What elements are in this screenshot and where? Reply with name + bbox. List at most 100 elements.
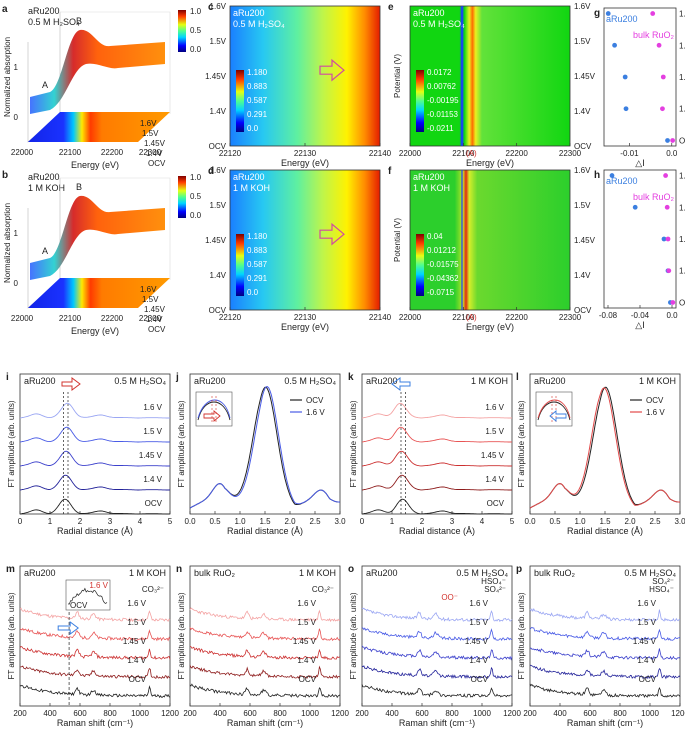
series-label: 1.4 V bbox=[469, 656, 488, 665]
x-tick-label: 4 bbox=[480, 517, 485, 526]
x-tick-label: 0.0 bbox=[666, 311, 678, 320]
legend-label: OCV bbox=[646, 396, 664, 405]
y-tick-label: OCV bbox=[209, 142, 227, 151]
x-tick-label: 1000 bbox=[131, 709, 149, 718]
x-tick-label: 22100 bbox=[59, 148, 82, 157]
y-tick-label: 1.6V bbox=[679, 172, 685, 181]
colorbar-tick-label: 0.0172 bbox=[427, 68, 452, 77]
x-tick-label: 22000 bbox=[11, 148, 34, 157]
sample-label: bulk RuO₂ bbox=[194, 568, 236, 578]
x-tick-label: 800 bbox=[103, 709, 117, 718]
x-tick-label: 600 bbox=[73, 709, 87, 718]
panel-letter: b bbox=[2, 170, 8, 181]
heatmap-field bbox=[410, 170, 570, 310]
sample-label: aRu200 bbox=[28, 6, 60, 16]
series-label: 1.45 V bbox=[633, 637, 657, 646]
x-tick-label: 1000 bbox=[301, 709, 319, 718]
sample-label: bulk RuO₂ bbox=[534, 568, 576, 578]
sample-label: aRu200 bbox=[366, 568, 398, 578]
colorbar bbox=[178, 10, 186, 52]
x-tick-label: 0.0 bbox=[184, 517, 196, 526]
series-line bbox=[19, 684, 171, 699]
x-tick-label: 1.5 bbox=[259, 517, 271, 526]
y-tick-label: 1.45V bbox=[574, 72, 596, 81]
series-label: 1.6 V bbox=[297, 599, 316, 608]
x-tick-label: 1.5 bbox=[599, 517, 611, 526]
x-tick-label: 3.0 bbox=[334, 517, 346, 526]
panel-m: m FT amplitude (arb. units) 200 400 600 800 10… bbox=[6, 564, 179, 728]
plot-frame bbox=[189, 565, 341, 707]
x-tick-label: 22130 bbox=[294, 149, 317, 158]
heatmap-field bbox=[410, 6, 570, 146]
colorbar-tick-label: -0.01153 bbox=[427, 110, 459, 119]
sample-label: aRu200 bbox=[194, 376, 226, 386]
x-axis-label: △I bbox=[635, 320, 644, 330]
marker-label: (A) bbox=[466, 149, 477, 158]
sample-label: aRu200 bbox=[413, 8, 445, 18]
plot-frame bbox=[603, 7, 677, 147]
data-point bbox=[664, 204, 670, 210]
x-axis-label: Raman shift (cm⁻¹) bbox=[567, 718, 643, 728]
band-annotation: HSO₄⁻ bbox=[649, 585, 674, 594]
panel-letter: c bbox=[208, 2, 214, 13]
series-line bbox=[529, 387, 681, 509]
x-tick-label: 600 bbox=[583, 709, 597, 718]
x-tick-label: 200 bbox=[13, 709, 27, 718]
x-tick-label: 800 bbox=[613, 709, 627, 718]
marker-A: A bbox=[42, 246, 48, 256]
data-point bbox=[622, 74, 628, 80]
series-line bbox=[529, 626, 681, 641]
data-point bbox=[670, 138, 676, 143]
panel-g: g 1.6V 1.5V 1.45V 1.4V OCV -0.01 0.0 △I aRu200 bul… bbox=[594, 7, 685, 168]
sample-label: aRu200 bbox=[24, 376, 56, 386]
shift-arrow bbox=[57, 621, 80, 635]
panel-p: p FT amplitude (arb. units) 200 400 600 800 10… bbox=[516, 564, 685, 728]
plot-frame bbox=[361, 373, 513, 515]
series-line bbox=[361, 607, 513, 623]
legend-aRu200: aRu200 bbox=[606, 176, 638, 186]
plot-frame bbox=[19, 565, 171, 707]
band-annotation: OO⁻ bbox=[441, 593, 458, 602]
band-annotation: CO₃²⁻ bbox=[142, 585, 164, 594]
colorbar-tick-label: 0.0 bbox=[247, 288, 259, 297]
colorbar-tick-label: 0.00762 bbox=[427, 82, 456, 91]
panel-f: f 1.6V 1.5V 1.45V 1.4V OCV Potential (V) 22000 2… bbox=[388, 166, 596, 332]
marker-A: A bbox=[42, 80, 48, 90]
electrolyte-label: 1 M KOH bbox=[129, 568, 166, 578]
legend-aRu200: aRu200 bbox=[606, 14, 638, 24]
x-tick-label: 400 bbox=[553, 709, 567, 718]
x-tick-label: 22100 bbox=[452, 313, 475, 322]
series-line bbox=[19, 474, 171, 491]
axis-box-back bbox=[60, 11, 171, 114]
potential-tick-label: 1.6V bbox=[140, 285, 157, 294]
series-label: 1.6 V bbox=[127, 599, 146, 608]
floor-heatmap bbox=[28, 112, 170, 142]
series-line bbox=[189, 607, 341, 623]
sample-label: aRu200 bbox=[28, 172, 60, 182]
series-line bbox=[19, 665, 171, 680]
panel-letter: d bbox=[208, 166, 214, 177]
inset-arrow bbox=[203, 410, 221, 422]
y-tick-label: 1.45V bbox=[679, 235, 685, 244]
series-label: 1.5 V bbox=[485, 427, 504, 436]
potential-tick-label: OCV bbox=[148, 325, 166, 334]
electrolyte-label: 1 M KOH bbox=[471, 376, 508, 386]
x-tick-label: 22120 bbox=[219, 313, 242, 322]
series-line bbox=[361, 450, 513, 467]
colorbar-tick-label: 0.5 bbox=[190, 192, 202, 201]
data-point bbox=[670, 300, 676, 305]
series-label: 1.5 V bbox=[127, 618, 146, 627]
data-point bbox=[660, 106, 665, 112]
inset-curve bbox=[67, 587, 108, 605]
electrolyte-label: 1 M KOH bbox=[233, 183, 270, 193]
colorbar-tick-label: -0.00195 bbox=[427, 96, 459, 105]
legend-bulk: bulk RuO₂ bbox=[633, 192, 675, 202]
colorbar-tick-label: 0.587 bbox=[247, 260, 268, 269]
x-tick-label: 4 bbox=[138, 517, 143, 526]
series-line bbox=[19, 498, 171, 515]
x-tick-label: 3 bbox=[108, 517, 113, 526]
x-axis-label: Raman shift (cm⁻¹) bbox=[57, 718, 133, 728]
x-axis-label: Energy (eV) bbox=[466, 158, 514, 168]
colorbar-tick-label: 0.291 bbox=[247, 110, 268, 119]
x-tick-label: -0.08 bbox=[599, 311, 618, 320]
